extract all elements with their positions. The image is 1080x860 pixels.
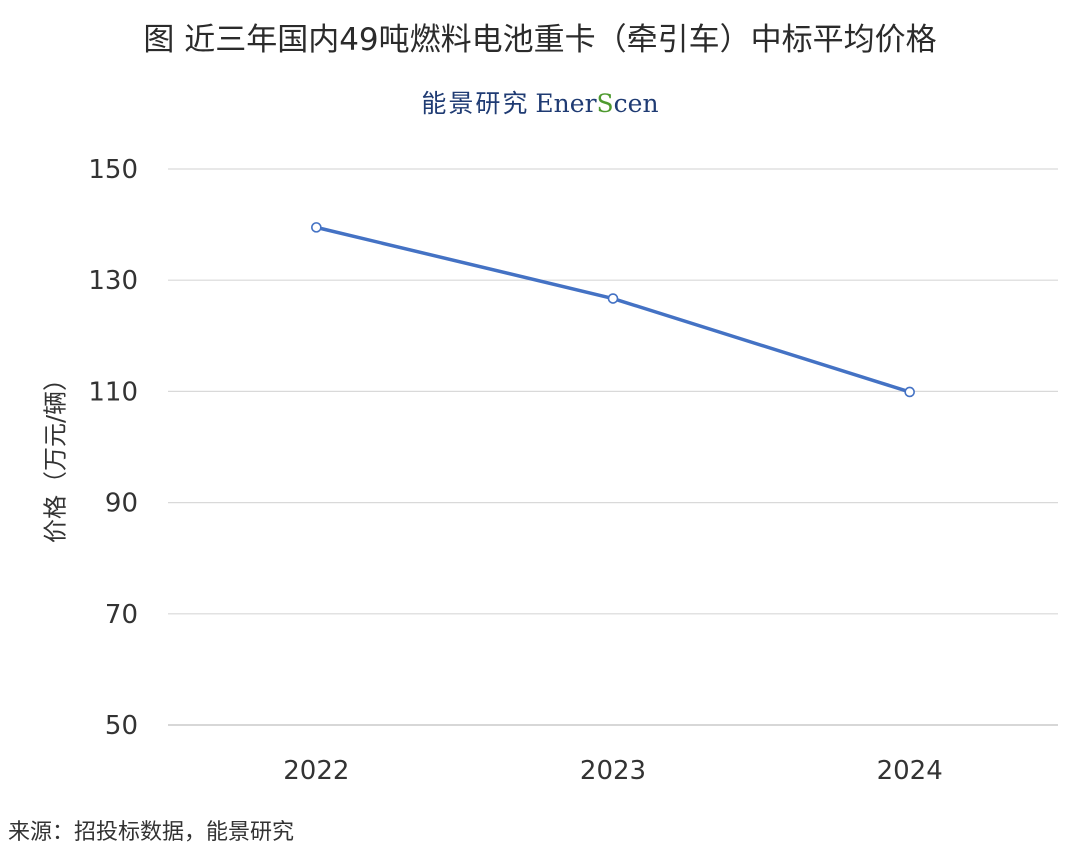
- y-tick-labels: 50 70 90 110 130 150: [88, 155, 138, 741]
- y-tick-label: 50: [105, 711, 138, 741]
- data-point: [607, 293, 619, 304]
- x-tick-label: 2024: [877, 756, 943, 786]
- y-tick-label: 90: [105, 489, 138, 519]
- brand-logo: 能景研究 EnerScen: [0, 84, 1080, 120]
- x-tick-label: 2022: [283, 756, 349, 786]
- brand-en: EnerScen: [535, 89, 659, 118]
- source-note: 来源：招投标数据，能景研究: [8, 820, 295, 845]
- data-point: [904, 386, 915, 398]
- y-tick-label: 150: [88, 155, 138, 185]
- chart-title: 图 近三年国内49吨燃料电池重卡（牵引车）中标平均价格: [143, 22, 937, 58]
- y-tick-label: 130: [88, 266, 138, 296]
- grid-lines: [168, 168, 1058, 726]
- y-tick-label: 70: [105, 600, 138, 630]
- data-point: [311, 222, 322, 233]
- series-line: [314, 225, 912, 394]
- x-tick-labels: 2022 2023 2024: [283, 756, 943, 786]
- y-tick-label: 110: [88, 377, 138, 407]
- brand-cn: 能景研究: [421, 89, 530, 118]
- y-axis-label: 价格（万元/辆）: [41, 366, 70, 544]
- data-points: [311, 222, 915, 398]
- x-tick-label: 2023: [580, 756, 646, 786]
